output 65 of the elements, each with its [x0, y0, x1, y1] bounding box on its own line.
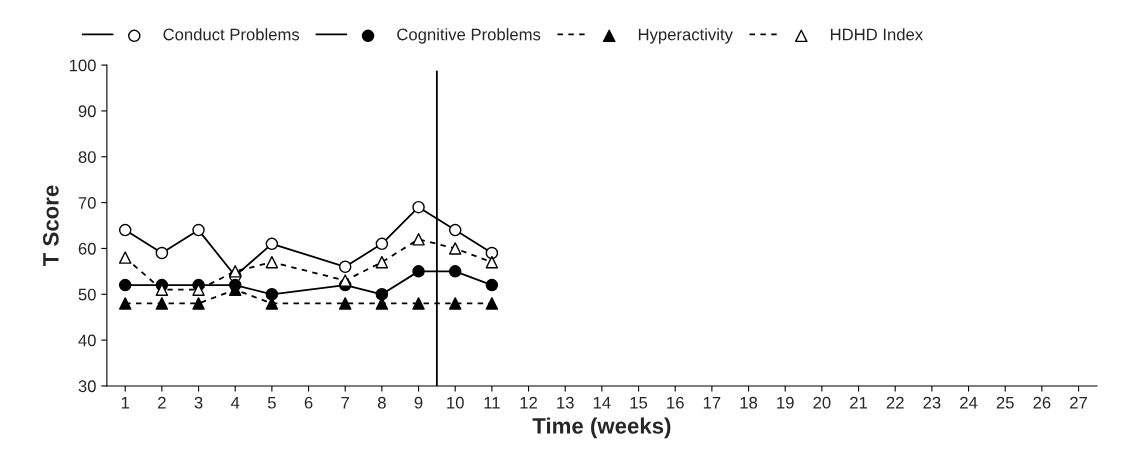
- x-tick-label: 2: [158, 396, 166, 409]
- y-axis-title: T Score: [42, 185, 59, 267]
- y-tick-label: 60: [78, 242, 96, 255]
- point: [118, 251, 132, 264]
- x-tick-label: 20: [813, 396, 831, 409]
- point: [155, 283, 169, 296]
- x-tick-label: 13: [557, 396, 574, 409]
- point: [192, 297, 205, 310]
- x-tick-label: 1: [121, 396, 130, 409]
- x-axis-title: Time (weeks): [532, 417, 671, 439]
- x-tick-label: 4: [230, 396, 240, 409]
- point: [485, 255, 499, 269]
- point: [412, 297, 425, 310]
- point: [338, 297, 352, 310]
- x-tick-label: 15: [630, 396, 648, 409]
- y-tick-label: 80: [78, 151, 96, 163]
- x-tick-label: 16: [667, 396, 684, 409]
- x-tick-label: 25: [996, 396, 1014, 409]
- point: [375, 288, 389, 301]
- point: [265, 255, 279, 269]
- legend-label: Conduct Problems: [163, 28, 300, 41]
- point: [448, 297, 462, 310]
- y-tick-label: 70: [78, 197, 96, 209]
- x-tick-label: 22: [886, 396, 904, 409]
- x-tick-label: 7: [341, 396, 350, 409]
- y-tick-label: 30: [78, 380, 96, 393]
- x-tick-label: 3: [194, 396, 203, 409]
- legend-label: Cognitive Problems: [397, 28, 541, 44]
- x-tick-label: 10: [447, 396, 464, 409]
- point: [155, 297, 169, 310]
- x-tick-label: 11: [484, 396, 500, 409]
- y-tick-label: 100: [69, 59, 96, 72]
- point: [412, 233, 425, 246]
- y-tick-label: 90: [78, 105, 96, 118]
- point: [338, 274, 352, 287]
- x-tick-label: 14: [593, 396, 611, 409]
- x-tick-label: 12: [520, 396, 537, 409]
- x-tick-label: 6: [304, 396, 313, 409]
- legend-label: HDHD Index: [830, 28, 923, 41]
- x-tick-label: 18: [740, 396, 758, 409]
- point: [412, 265, 425, 278]
- point: [485, 297, 499, 310]
- point: [448, 265, 462, 278]
- x-tick-label: 27: [1070, 396, 1087, 409]
- y-tick-label: 40: [78, 334, 96, 347]
- point: [375, 255, 389, 269]
- x-tick-label: 23: [923, 396, 941, 409]
- x-tick-label: 9: [414, 396, 423, 409]
- point: [118, 278, 132, 292]
- x-tick-label: 8: [377, 396, 386, 409]
- x-tick-label: 5: [267, 396, 276, 409]
- point: [265, 297, 279, 310]
- point: [448, 242, 462, 255]
- y-tick-label: 50: [78, 288, 96, 301]
- point: [265, 288, 279, 301]
- x-tick-label: 24: [960, 396, 978, 409]
- point: [228, 265, 242, 278]
- x-tick-label: 21: [850, 396, 867, 409]
- point: [485, 278, 499, 292]
- point: [118, 297, 132, 310]
- point: [375, 297, 389, 310]
- x-tick-label: 26: [1033, 396, 1051, 409]
- legend-label: Hyperactivity: [638, 28, 733, 44]
- x-tick-label: 19: [777, 396, 794, 409]
- x-tick-label: 17: [703, 396, 721, 409]
